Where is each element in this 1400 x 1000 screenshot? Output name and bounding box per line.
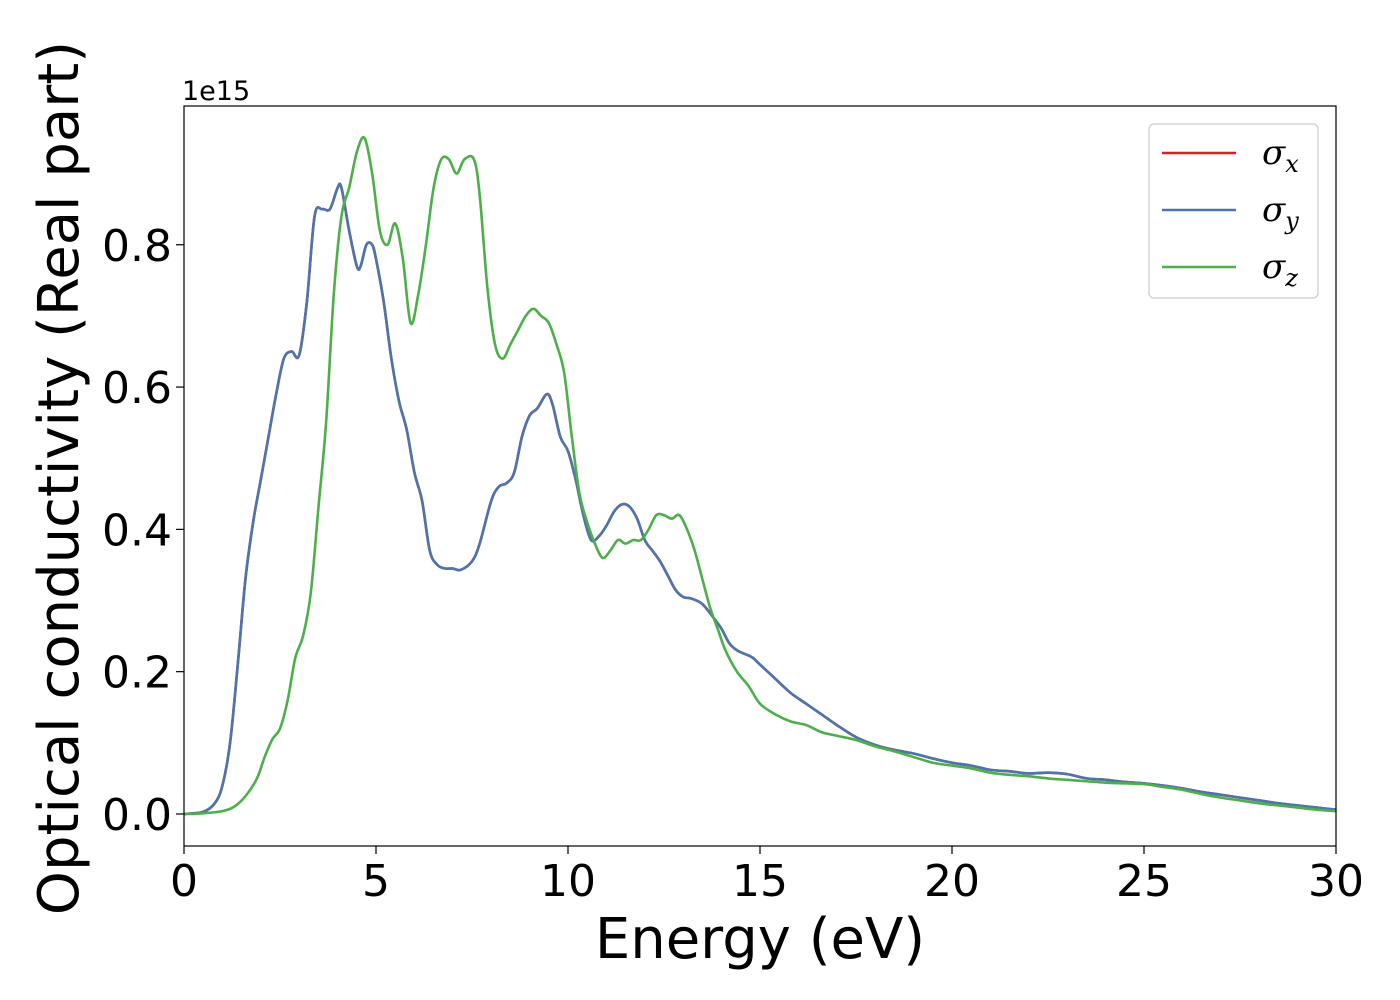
x-tick-label: 5 (362, 856, 390, 907)
x-tick-label: 0 (170, 856, 198, 907)
y-axis: 0.0 0.2 0.4 0.6 0.8 (102, 221, 184, 841)
series-layer (184, 135, 1336, 816)
legend-symbol: σ (1262, 133, 1286, 173)
legend-label-z: σz (1262, 247, 1298, 292)
y-tick-label: 0.4 (102, 505, 172, 556)
legend-subscript: y (1284, 207, 1299, 235)
x-tick-label: 25 (1116, 856, 1172, 907)
legend-label-x: σx (1262, 133, 1299, 178)
x-tick-label: 30 (1308, 856, 1364, 907)
y-offset-label: 1e15 (182, 76, 250, 107)
y-axis-title: Optical conductivity (Real part) (27, 41, 92, 915)
y-tick-label: 0.2 (102, 648, 172, 699)
x-axis-title: Energy (eV) (595, 907, 925, 972)
x-axis: 0 5 10 15 20 25 30 (170, 846, 1364, 907)
x-tick-label: 20 (924, 856, 980, 907)
legend-subscript: z (1284, 264, 1298, 292)
x-tick-label: 15 (732, 856, 788, 907)
legend-symbol: σ (1262, 247, 1286, 287)
y-tick-label: 0.6 (102, 363, 172, 414)
legend-subscript: x (1285, 150, 1299, 178)
series-line-y (184, 182, 1336, 816)
y-tick-label: 0.0 (102, 790, 172, 841)
legend-label-y: σy (1262, 190, 1299, 235)
series-line-z (184, 135, 1336, 816)
legend-symbol: σ (1262, 190, 1286, 230)
y-tick-label: 0.8 (102, 221, 172, 272)
x-tick-label: 10 (540, 856, 596, 907)
